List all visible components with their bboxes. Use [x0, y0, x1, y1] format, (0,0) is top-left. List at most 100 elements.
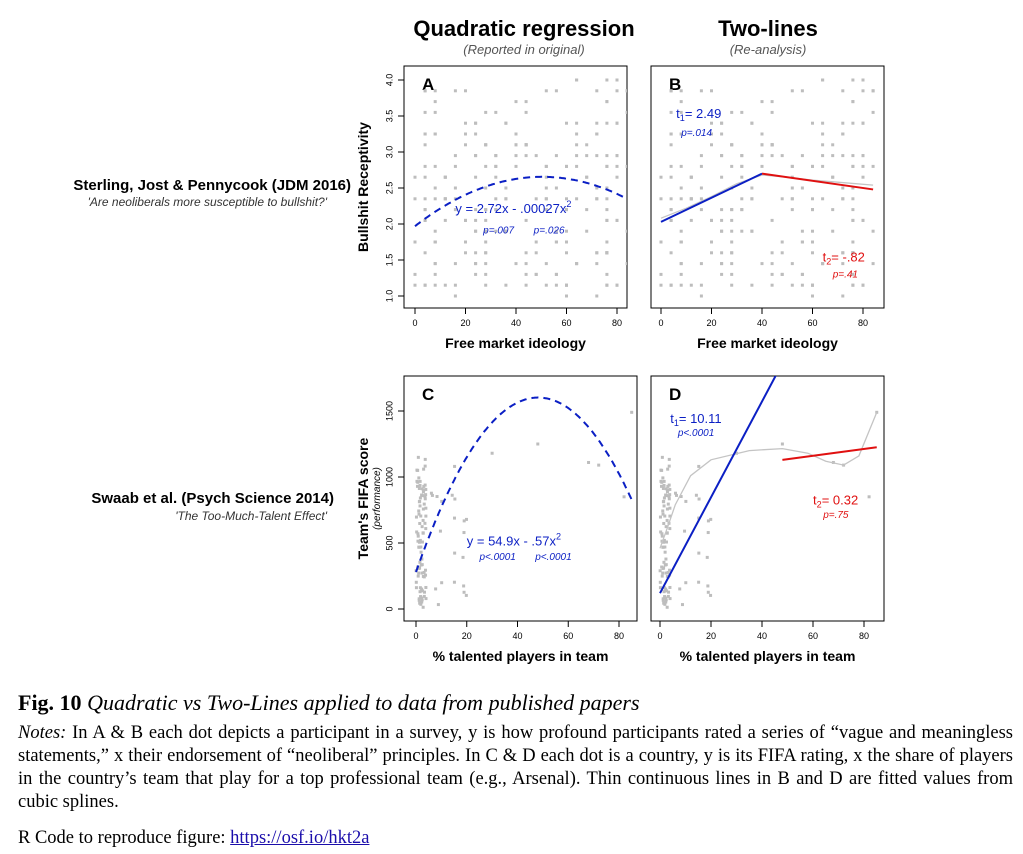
x-tick-label: 60: [563, 631, 573, 641]
scatter-point: [665, 589, 669, 593]
scatter-point: [659, 283, 663, 287]
scatter-point: [484, 251, 488, 255]
scatter-point: [821, 143, 825, 147]
scatter-point: [554, 272, 558, 276]
scatter-point: [462, 531, 466, 535]
scatter-point: [565, 229, 568, 233]
annotation: p<.0001: [677, 428, 714, 439]
scatter-point: [453, 497, 457, 501]
scatter-point: [484, 229, 488, 233]
scatter-point: [464, 132, 467, 136]
scatter-point: [484, 283, 488, 287]
scatter-point: [423, 175, 427, 179]
scatter-point: [453, 186, 457, 190]
scatter-point: [821, 262, 825, 266]
scatter-point: [504, 121, 508, 125]
scatter-point: [660, 480, 664, 484]
scatter-point: [720, 132, 724, 136]
figure-notes: Notes: In A & B each dot depicts a parti…: [18, 722, 1013, 814]
scatter-point: [423, 218, 427, 222]
scatter-point: [554, 89, 558, 93]
scatter-point: [710, 132, 713, 136]
scatter-point: [443, 175, 447, 179]
scatter-point: [433, 89, 437, 93]
figure-title-text: Quadratic vs Two-Lines applied to data f…: [87, 690, 640, 715]
scatter-point: [595, 294, 599, 298]
scatter-point: [811, 294, 814, 298]
scatter-point: [661, 571, 665, 575]
scatter-point: [587, 460, 591, 464]
x-tick-label: 40: [757, 631, 767, 641]
annotation: p<.0001: [534, 552, 571, 563]
scatter-point: [811, 208, 814, 212]
scatter-point: [709, 593, 713, 597]
scatter-point: [770, 100, 774, 104]
scatter-point: [536, 442, 540, 446]
scatter-point: [554, 229, 558, 233]
annotation: p<.0001: [478, 552, 515, 563]
scatter-point: [625, 110, 627, 114]
scatter-point: [419, 550, 423, 554]
scatter-point: [666, 467, 670, 471]
scatter-point: [851, 251, 855, 255]
scatter-point: [417, 540, 421, 544]
annotation-superscript: 2: [566, 199, 571, 209]
scatter-point: [416, 480, 420, 484]
y-tick-label: 500: [384, 535, 394, 550]
scatter-point: [452, 516, 456, 520]
scatter-point: [750, 229, 754, 233]
scatter-point: [861, 164, 865, 168]
scatter-point: [462, 590, 466, 594]
scatter-point: [423, 143, 427, 147]
scatter-point: [851, 218, 855, 222]
scatter-point: [831, 175, 835, 179]
scatter-point: [524, 283, 528, 287]
scatter-point: [662, 566, 666, 570]
scatter-point: [464, 89, 467, 93]
scatter-point: [658, 586, 662, 590]
scatter-point: [871, 110, 875, 114]
scatter-point: [770, 143, 774, 147]
scatter-point: [659, 197, 663, 201]
scatter-point: [414, 580, 418, 584]
scatter-point: [720, 218, 724, 222]
scatter-point: [667, 495, 671, 499]
scatter-point: [484, 218, 488, 222]
scatter-point: [423, 197, 427, 201]
scatter-point: [851, 272, 855, 276]
scatter-point: [421, 518, 425, 522]
scatter-point: [424, 514, 428, 518]
quadratic-fit-line: [414, 175, 627, 227]
scatter-point: [429, 491, 433, 495]
scatter-point: [418, 586, 422, 590]
scatter-point: [811, 251, 814, 255]
scatter-point: [422, 594, 426, 598]
scatter-point: [666, 484, 670, 488]
scatter-point: [851, 154, 855, 158]
line-1: [659, 376, 777, 594]
scatter-point: [417, 500, 421, 504]
scatter-point: [679, 100, 683, 104]
scatter-point: [665, 605, 669, 609]
scatter-point: [443, 197, 447, 201]
scatter-point: [730, 143, 734, 147]
scatter-point: [659, 240, 663, 244]
x-tick-label: 60: [808, 631, 818, 641]
scatter-point: [453, 551, 457, 555]
scatter-point: [433, 100, 437, 104]
figure-label: Fig. 10: [18, 690, 82, 715]
scatter-point: [565, 197, 568, 201]
scatter-point: [565, 283, 568, 287]
annotation: y = 54.9x - .57x2: [467, 532, 561, 549]
scatter-point: [665, 518, 669, 522]
rcode-link[interactable]: https://osf.io/hkt2a: [230, 828, 370, 848]
scatter-point: [514, 154, 518, 158]
scatter-point: [595, 132, 599, 136]
scatter-point: [730, 218, 734, 222]
scatter-point: [605, 100, 609, 104]
notes-label: Notes:: [18, 723, 67, 743]
annotation-value: = -.82: [831, 249, 865, 264]
scatter-point: [851, 197, 855, 201]
scatter-point: [464, 143, 467, 147]
panel-letter: A: [422, 75, 434, 94]
